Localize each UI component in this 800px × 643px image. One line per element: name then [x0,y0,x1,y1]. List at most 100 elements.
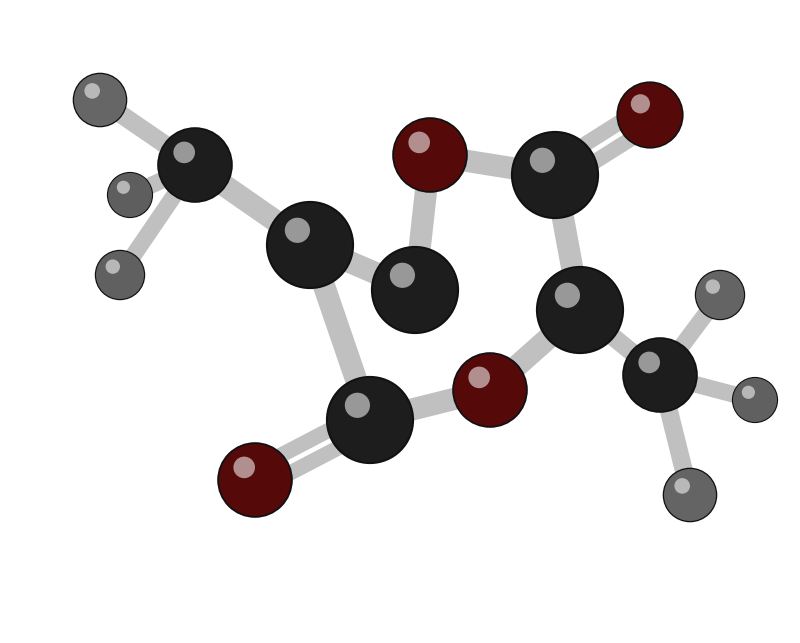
Circle shape [415,140,440,165]
Circle shape [748,393,758,404]
Circle shape [541,161,562,182]
Circle shape [73,73,127,127]
Circle shape [75,75,125,125]
Circle shape [111,266,126,280]
Circle shape [462,362,516,416]
Circle shape [705,280,734,309]
Circle shape [425,150,428,153]
Circle shape [78,78,122,122]
Circle shape [750,395,756,401]
Circle shape [551,281,606,336]
Circle shape [250,475,253,478]
Circle shape [353,403,382,432]
Circle shape [568,298,585,315]
Circle shape [178,149,207,177]
Circle shape [373,248,457,332]
Circle shape [650,365,664,379]
Circle shape [715,291,720,295]
Circle shape [110,175,150,215]
Circle shape [741,386,767,412]
Circle shape [222,448,287,512]
Circle shape [304,239,308,243]
Circle shape [420,145,434,159]
Circle shape [114,269,122,276]
Circle shape [480,380,494,394]
Circle shape [423,148,430,155]
Circle shape [177,147,209,179]
Circle shape [89,89,107,107]
Circle shape [713,288,722,298]
Circle shape [74,74,126,126]
Circle shape [639,104,655,120]
Circle shape [470,370,506,406]
Circle shape [550,279,608,338]
Circle shape [293,228,322,257]
Circle shape [283,218,334,268]
Circle shape [185,155,199,169]
Circle shape [246,471,257,482]
Circle shape [339,389,398,448]
Circle shape [97,252,142,298]
Circle shape [547,167,555,176]
Circle shape [749,394,758,403]
Circle shape [530,148,555,173]
Circle shape [558,289,597,327]
Circle shape [638,352,660,373]
Circle shape [268,203,352,287]
Circle shape [172,142,215,185]
Circle shape [161,131,229,199]
Circle shape [186,156,197,167]
Circle shape [561,291,594,324]
Circle shape [638,103,658,122]
Circle shape [737,382,772,417]
Circle shape [219,444,291,516]
Circle shape [175,145,211,181]
Circle shape [281,216,336,271]
Circle shape [485,385,488,388]
Circle shape [621,86,678,143]
Circle shape [694,270,746,320]
Circle shape [700,275,738,314]
Circle shape [350,401,384,434]
Circle shape [345,395,391,441]
Circle shape [407,132,450,175]
Circle shape [266,201,354,289]
Circle shape [699,274,740,315]
Circle shape [653,368,660,375]
Circle shape [237,462,269,494]
Circle shape [515,135,594,215]
Circle shape [86,87,110,110]
Circle shape [717,291,719,294]
Circle shape [686,491,689,494]
Circle shape [458,358,522,422]
Circle shape [409,284,413,288]
Circle shape [285,220,331,266]
Circle shape [103,258,134,290]
Circle shape [742,387,766,411]
Circle shape [96,251,144,299]
Circle shape [544,274,615,345]
Circle shape [338,387,400,450]
Circle shape [341,391,396,446]
Circle shape [354,404,379,430]
Circle shape [170,140,217,187]
Circle shape [86,86,112,112]
Circle shape [549,168,553,173]
Circle shape [469,367,490,388]
Circle shape [162,132,227,197]
Circle shape [632,97,664,129]
Circle shape [414,138,442,167]
Circle shape [382,257,446,320]
Circle shape [546,275,613,343]
Circle shape [547,277,610,340]
Circle shape [345,393,370,418]
Circle shape [300,235,313,248]
Circle shape [159,129,231,201]
Circle shape [394,119,466,191]
Circle shape [538,268,622,352]
Circle shape [278,212,340,275]
Circle shape [744,389,764,408]
Circle shape [157,127,233,203]
Circle shape [644,109,650,115]
Circle shape [122,188,134,199]
